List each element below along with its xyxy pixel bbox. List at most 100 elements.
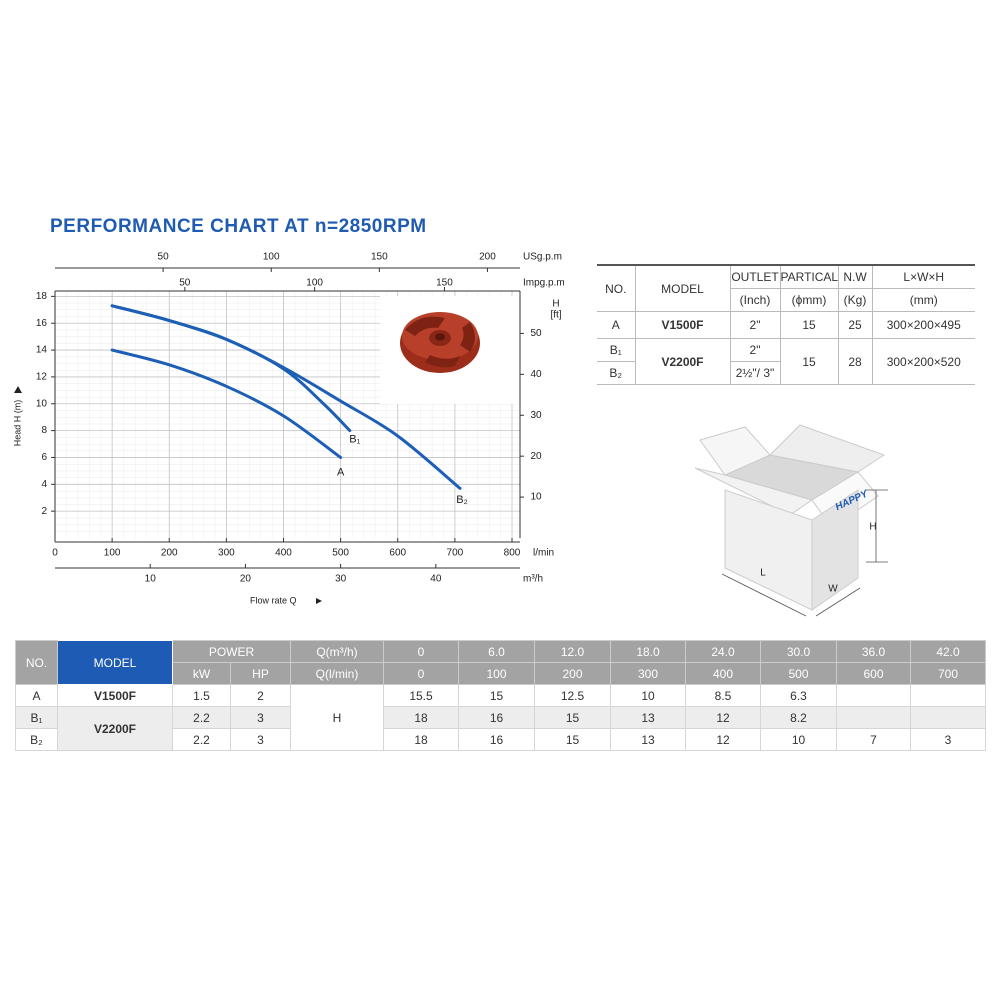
curve-label: B₁ <box>349 434 360 446</box>
curve-label: B₂ <box>456 494 468 506</box>
table-cell: V1500F <box>57 684 173 707</box>
table-cell: 15 <box>534 706 611 729</box>
axis-tick-label: 100 <box>306 278 323 289</box>
table-cell: 24.0 <box>685 640 761 663</box>
dim-label: W <box>828 584 838 595</box>
table-cell: 12 <box>685 728 761 751</box>
cell: 15 <box>779 311 839 339</box>
y-tick-label: 10 <box>36 398 48 409</box>
spec-table: NO. MODEL OUTLET PARTICAL N.W L×W×H (Inch) (ϕ… <box>597 264 975 385</box>
cell: 25 <box>837 311 873 339</box>
table-cell: 12.0 <box>534 640 611 663</box>
table-cell: POWER <box>172 640 291 663</box>
performance-table: NO. MODEL POWER Q(m³/h) 0 6.0 12.0 18.0 24.0 30.0… <box>15 640 986 751</box>
table-cell: 13 <box>610 728 686 751</box>
y-tick-label: 12 <box>36 372 48 383</box>
dim-label: H <box>869 522 876 533</box>
x-tick-label: 100 <box>104 548 121 559</box>
axis-unit: USg.p.m <box>523 252 562 263</box>
header-cell: OUTLET <box>729 264 781 289</box>
table-cell: 700 <box>910 662 986 685</box>
cell: 15 <box>779 338 839 385</box>
table-cell: H <box>290 684 384 751</box>
empty-cell <box>910 706 986 729</box>
table-cell: 15 <box>534 728 611 751</box>
impeller-vanes <box>405 316 475 368</box>
dim-label: L <box>760 568 766 579</box>
table-cell: 42.0 <box>910 640 986 663</box>
axis-tick-label: 40 <box>530 369 542 380</box>
cell: 2½"/ 3" <box>729 361 780 385</box>
table-cell: 18.0 <box>610 640 686 663</box>
axis-tick-label: 200 <box>479 252 496 263</box>
axis-unit: [ft] <box>550 310 561 321</box>
table-cell: HP <box>230 662 291 685</box>
y-tick-label: 14 <box>36 345 48 356</box>
table-cell: 15 <box>458 684 535 707</box>
table-cell: 300 <box>610 662 686 685</box>
axis-tick-label: 50 <box>530 328 542 339</box>
table-cell: Q(m³/h) <box>290 640 384 663</box>
table-cell: MODEL <box>57 640 173 685</box>
x-tick-label: 300 <box>218 548 235 559</box>
axis-tick-label: 20 <box>530 451 542 462</box>
box-side <box>811 489 859 611</box>
cell: A <box>597 311 636 339</box>
x-tick-label: 700 <box>447 548 464 559</box>
x-tick-label: 400 <box>275 548 292 559</box>
x-tick-label: 600 <box>389 548 406 559</box>
table-cell: 0 <box>383 640 459 663</box>
cell: V1500F <box>634 311 731 339</box>
table-cell: V2200F <box>57 706 173 751</box>
x-tick-label: 800 <box>504 548 521 559</box>
page-title: PERFORMANCE CHART AT n=2850RPM <box>50 216 427 237</box>
axis-unit: m³/h <box>523 574 543 585</box>
table-cell: 18 <box>383 728 459 751</box>
empty-cell <box>910 684 986 707</box>
axis-tick-label: 150 <box>436 278 453 289</box>
header-cell: MODEL <box>634 264 731 312</box>
cell: 300×200×520 <box>871 338 975 385</box>
x-tick-label: 500 <box>332 548 349 559</box>
table-cell: 1.5 <box>172 684 231 707</box>
table-cell: 18 <box>383 706 459 729</box>
table-cell: 6.3 <box>760 684 837 707</box>
table-cell: 100 <box>458 662 535 685</box>
arrow <box>14 386 22 393</box>
empty-cell <box>836 684 911 707</box>
table-cell: 500 <box>760 662 837 685</box>
table-cell: 3 <box>230 706 291 729</box>
axis-unit: H <box>552 299 559 310</box>
axis-tick-label: 20 <box>240 574 252 585</box>
table-cell: 3 <box>230 728 291 751</box>
table-cell: 200 <box>534 662 611 685</box>
table-row: NO. MODEL POWER Q(m³/h) 0 6.0 12.0 18.0 24.0 30.0… <box>15 640 986 685</box>
axis-tick-label: 50 <box>158 252 170 263</box>
table-cell: 10 <box>610 684 686 707</box>
table-cell: 400 <box>685 662 761 685</box>
impeller-bore <box>435 333 445 341</box>
y-tick-label: 6 <box>41 452 47 463</box>
header-cell: (ϕmm) <box>779 288 839 312</box>
table-cell: 36.0 <box>836 640 911 663</box>
arrow <box>316 598 322 604</box>
y-tick-label: 16 <box>36 318 48 329</box>
header-cell: (Kg) <box>837 288 873 312</box>
axis-tick-label: 10 <box>530 492 542 503</box>
table-row: kW HP Q(l/min) 0 100 200 300 400 500 600 700 <box>16 662 986 685</box>
y-tick-label: 18 <box>36 291 48 302</box>
box-flap <box>768 424 886 473</box>
table-cell: NO. <box>15 640 58 685</box>
package-box: HAPPY H L W <box>694 424 888 617</box>
table-cell: A <box>15 684 58 707</box>
table-cell: 600 <box>836 662 911 685</box>
x-tick-label: 0 <box>52 548 58 559</box>
table-cell: 16 <box>458 728 535 751</box>
curve <box>110 348 343 459</box>
flow-label: Flow rate Q <box>250 595 297 605</box>
table-cell: 13 <box>610 706 686 729</box>
y-tick-label: 2 <box>41 506 47 517</box>
axis-tick-label: 100 <box>263 252 280 263</box>
table-row: A V1500F 1.5 2 H 15.5 15 12.5 10 8.5 6.3 <box>15 684 986 751</box>
